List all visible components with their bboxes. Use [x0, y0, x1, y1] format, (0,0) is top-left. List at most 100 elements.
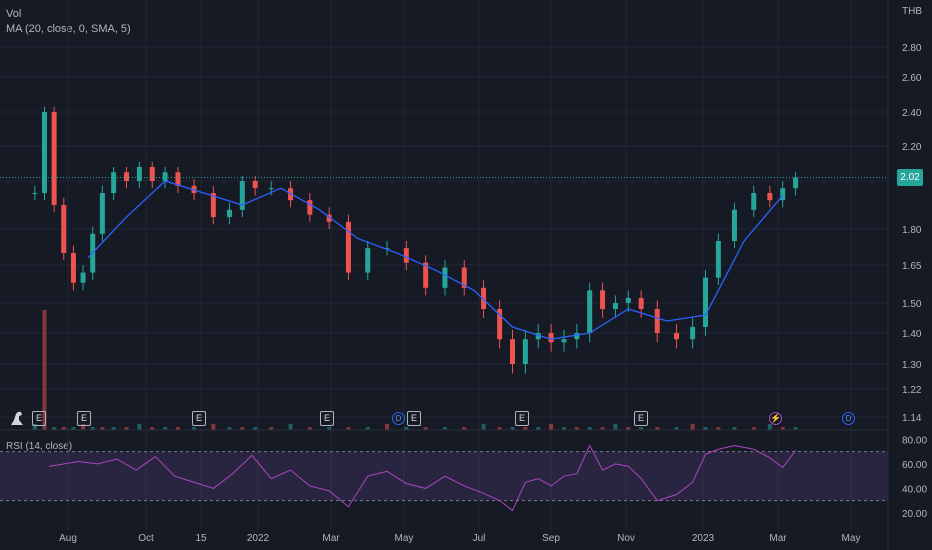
candle-body: [162, 172, 168, 181]
volume-bar: [780, 427, 785, 430]
price-tick-label: 1.40: [902, 329, 922, 340]
candle-body: [654, 309, 660, 333]
volume-bar: [137, 424, 142, 430]
volume-bar: [442, 427, 447, 430]
volume-bar: [100, 427, 105, 430]
candle-body: [307, 200, 313, 215]
rsi-tick-label: 20.00: [902, 509, 927, 520]
volume-bar: [365, 427, 370, 430]
candle-body: [522, 339, 528, 364]
candle-body: [715, 241, 721, 278]
earnings-event-icon[interactable]: E: [32, 411, 46, 426]
candle-body: [767, 193, 773, 201]
volume-bar: [227, 427, 232, 430]
candle-body: [51, 112, 57, 205]
dino-logo-icon: [11, 411, 23, 425]
candle-body: [384, 248, 390, 250]
time-tick-label: Sep: [542, 533, 560, 544]
candle-body: [751, 193, 757, 210]
volume-bar: [497, 427, 502, 430]
price-tick-label: 1.30: [902, 360, 922, 371]
candle-body: [124, 172, 129, 181]
volume-bar: [192, 427, 197, 430]
time-axis-ticks: Aug Oct 15 2022 Mar May Jul Sep Nov 2023 Mar May: [59, 533, 860, 544]
volume-bar: [404, 427, 409, 430]
price-tick-label: 1.65: [902, 261, 922, 272]
volume-bar: [81, 424, 86, 430]
rsi-tick-label: 40.00: [902, 484, 927, 495]
candle-body: [625, 297, 631, 303]
candle-body: [574, 333, 580, 340]
volume-bar: [767, 424, 772, 430]
time-tick-label: May: [395, 533, 414, 544]
time-tick-label: Nov: [617, 533, 635, 544]
candle-body: [239, 181, 245, 210]
earnings-event-icon[interactable]: E: [320, 411, 334, 426]
volume-bar: [71, 427, 76, 430]
volume-bar: [732, 427, 737, 430]
volume-bar: [523, 427, 528, 430]
candle-body: [61, 205, 67, 253]
grid-lines: [0, 0, 888, 530]
price-tick-label: 1.80: [902, 225, 922, 236]
price-tick-label: 1.50: [902, 299, 922, 310]
volume-bar: [42, 310, 47, 430]
candle-body: [41, 112, 47, 193]
candle-body: [703, 277, 708, 327]
last-price-tag: 2.02: [897, 169, 923, 186]
candle-body: [365, 248, 371, 273]
volume-bar: [639, 427, 644, 430]
volume-bar: [253, 427, 258, 430]
volume-bar: [240, 427, 245, 430]
vol-legend[interactable]: Vol: [6, 8, 22, 20]
split-event-icon[interactable]: ⚡: [769, 412, 782, 425]
dividend-event-icon[interactable]: D: [842, 412, 855, 425]
candle-body: [210, 193, 216, 217]
candle-body: [326, 214, 332, 222]
price-tick-label: 2.80: [902, 43, 922, 54]
candle-body: [612, 303, 618, 309]
candle-body: [793, 177, 799, 189]
candle-body: [70, 253, 76, 283]
candle-body: [175, 172, 181, 186]
volume-bar: [751, 427, 756, 430]
volume-bar: [307, 427, 312, 430]
earnings-event-icon[interactable]: E: [407, 411, 421, 426]
volume-bar: [600, 427, 605, 430]
volume-bar: [613, 424, 618, 430]
volume-bar: [327, 427, 332, 430]
volume-bar: [269, 427, 274, 430]
candle-body: [111, 172, 117, 193]
volume-bar: [549, 424, 554, 430]
time-tick-label: 15: [195, 533, 207, 544]
volume-bar: [587, 427, 592, 430]
candle-body: [674, 333, 680, 340]
volume-bar: [716, 427, 721, 430]
price-tick-label: 1.22: [902, 385, 922, 396]
price-tick-label: 2.60: [902, 73, 922, 84]
volume-bar: [674, 427, 679, 430]
earnings-event-icon[interactable]: E: [77, 411, 91, 426]
volume-bar: [163, 427, 168, 430]
rsi-legend[interactable]: RSI (14, close): [6, 441, 73, 452]
earnings-event-icon[interactable]: E: [634, 411, 648, 426]
volume-bar: [150, 427, 155, 430]
time-tick-label: Mar: [769, 533, 787, 544]
volume-bar: [574, 427, 579, 430]
earnings-event-icon[interactable]: E: [192, 411, 206, 426]
volume-bar: [510, 427, 515, 430]
candle-body: [226, 209, 232, 217]
rsi-band: [0, 451, 888, 501]
candle-body: [535, 333, 541, 340]
volume-bar: [90, 427, 95, 430]
rsi-tick-label: 60.00: [902, 460, 927, 471]
earnings-event-icon[interactable]: E: [515, 411, 529, 426]
candle-body: [442, 267, 448, 288]
dividend-event-icon[interactable]: D: [392, 412, 405, 425]
time-tick-label: Mar: [322, 533, 340, 544]
volume-bar: [793, 427, 798, 430]
volume-bar: [385, 424, 390, 430]
candle-body: [481, 287, 487, 309]
candle-body: [99, 193, 105, 234]
